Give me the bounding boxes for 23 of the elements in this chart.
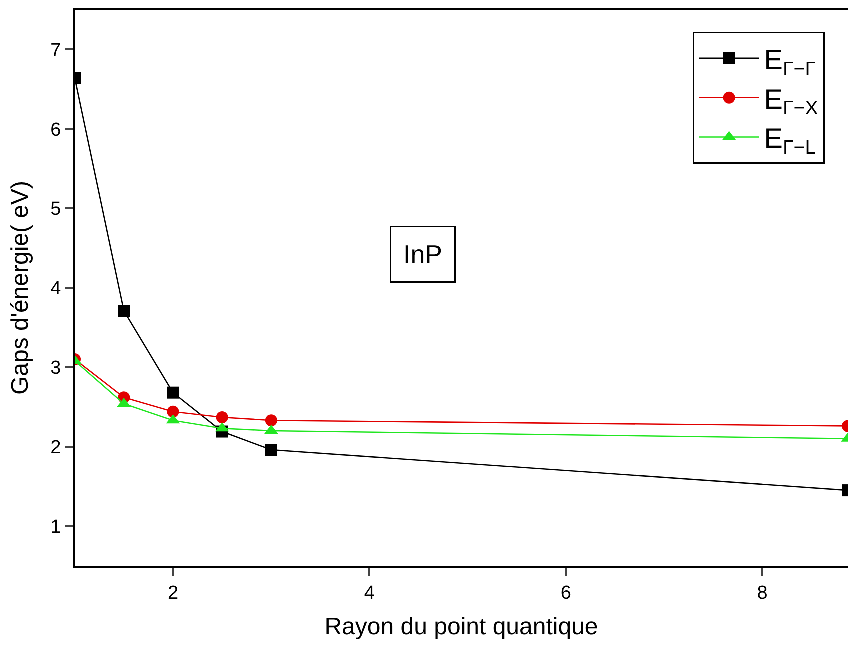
- y-tick-label: 7: [50, 40, 62, 62]
- x-tick-label: 4: [364, 582, 376, 604]
- point: [167, 406, 180, 418]
- x-tick-label: 8: [757, 582, 768, 604]
- point: [216, 411, 228, 424]
- y-tick-label: 5: [50, 199, 62, 220]
- y-tick-label: 6: [50, 120, 62, 141]
- x-axis-title: Rayon du point quantique: [324, 614, 598, 641]
- point: [265, 444, 278, 456]
- point: [118, 305, 130, 318]
- y-tick-label: 4: [50, 278, 62, 300]
- y-axis-title: Gaps d'énergie( eV): [7, 180, 34, 396]
- x-tick-label: 6: [560, 582, 572, 604]
- legend-label: E$_{Γ−X}$: [764, 84, 818, 120]
- legend-label: E$_{Γ−Γ}$: [764, 44, 816, 80]
- x-tick-label: 2: [168, 582, 179, 604]
- y-tick-label: 1: [50, 516, 62, 538]
- y-tick-label: 3: [50, 358, 62, 380]
- point: [265, 414, 278, 427]
- y-tick-label: 2: [50, 438, 62, 459]
- annotation: InP: [404, 240, 443, 270]
- legend-label: E$_{Γ−L}$: [764, 123, 816, 160]
- point: [167, 386, 180, 399]
